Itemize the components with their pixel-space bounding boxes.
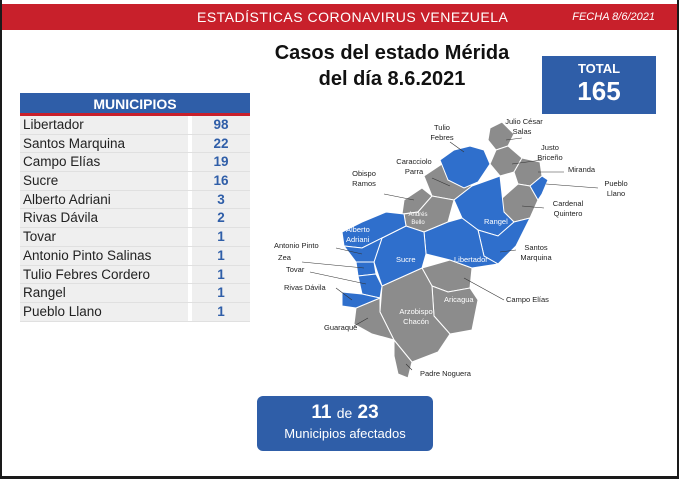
region-julio-cesar-salas [487, 121, 515, 151]
map-label-alberto-1: Alberto [346, 225, 370, 234]
affected-box: 11 de 23 Municipios afectados [257, 396, 433, 451]
map-label-sucre: Sucre [396, 255, 416, 264]
region-libertador [423, 217, 500, 269]
table-row: Antonio Pinto Salinas 1 [20, 246, 250, 266]
region-padre-noguera [393, 338, 413, 379]
map-label-pueblo-1: Pueblo [604, 179, 627, 188]
municipio-count: 1 [192, 284, 250, 302]
region-sucre [373, 225, 427, 287]
municipios-rows: Libertador 98 Santos Marquina 22 Campo Elías… [20, 116, 250, 322]
municipio-count: 98 [192, 116, 250, 134]
municipio-count: 1 [192, 302, 250, 321]
region-rivas-davila [341, 291, 382, 309]
map-label-justo-2: Briceño [537, 153, 562, 162]
table-row: Tovar 1 [20, 228, 250, 247]
page-title-line1: Casos del estado Mérida [274, 42, 510, 64]
municipio-name: Campo Elías [20, 153, 188, 172]
table-row: Campo Elías 19 [20, 153, 250, 173]
municipio-name: Tovar [20, 228, 188, 246]
map-label-santos-2: Marquina [520, 253, 552, 262]
municipio-name: Santos Marquina [20, 134, 188, 153]
table-row: Santos Marquina 22 [20, 134, 250, 154]
header-date: FECHA 8/6/2021 [572, 11, 655, 23]
map-label-justo-1: Justo [541, 143, 559, 152]
map-label-antonio: Antonio Pinto [274, 241, 319, 250]
leader-lines [301, 137, 599, 371]
header-bar: ESTADÍSTICAS CORONAVIRUS VENEZUELA FECHA… [2, 4, 677, 30]
municipios-table: MUNICIPIOS Libertador 98 Santos Marquina 22… [20, 93, 250, 322]
region-pueblo-llano [529, 175, 549, 201]
map-label-arzobispo-2: Chacón [403, 317, 429, 326]
map-label-cardenal-2: Quintero [554, 209, 583, 218]
municipio-count: 1 [192, 228, 250, 246]
map-label-andres-2: Bello [411, 220, 425, 226]
map-label-miranda: Miranda [568, 165, 596, 174]
municipio-name: Tulio Febres Cordero [20, 265, 188, 284]
table-row: Sucre 16 [20, 172, 250, 191]
map-label-libertador: Libertador [454, 255, 488, 264]
total-box: TOTAL 165 [542, 56, 656, 114]
municipio-name: Antonio Pinto Salinas [20, 246, 188, 265]
table-row: Pueblo Llano 1 [20, 302, 250, 322]
map-label-rivas: Rivas Dávila [284, 283, 327, 292]
municipio-count: 1 [192, 246, 250, 265]
municipio-name: Sucre [20, 172, 188, 190]
map-label-julio-1: Julio César [505, 117, 543, 126]
affected-count-line: 11 de 23 [257, 402, 433, 424]
table-row: Libertador 98 [20, 116, 250, 135]
map-label-julio-2: Salas [513, 127, 532, 136]
map-label-caracciolo-2: Parra [405, 167, 424, 176]
affected-de: de [336, 405, 353, 421]
map-label-pueblo-2: Llano [607, 189, 625, 198]
map-label-guaraque: Guaraque [324, 323, 357, 332]
municipios-header: MUNICIPIOS [20, 93, 250, 116]
map-label-campo: Campo Elías [506, 295, 549, 304]
map-label-andres-1: Andrés [408, 212, 427, 218]
map-label-aricagua: Aricagua [444, 295, 474, 304]
municipio-count: 16 [192, 172, 250, 190]
table-row: Rangel 1 [20, 284, 250, 303]
municipio-name: Pueblo Llano [20, 302, 188, 321]
map-label-alberto-2: Adriani [346, 235, 370, 244]
region-tovar [357, 273, 383, 299]
municipio-name: Alberto Adriani [20, 190, 188, 209]
region-antonio-pinto [342, 237, 383, 263]
municipio-name: Rivas Dávila [20, 209, 188, 228]
total-value: 165 [577, 76, 621, 106]
municipio-count: 3 [192, 190, 250, 209]
affected-total: 23 [357, 402, 379, 423]
page-title: Casos del estado Mérida del día 8.6.2021 [242, 40, 542, 92]
table-row: Rivas Dávila 2 [20, 209, 250, 229]
map-label-caracciolo-1: Caracciolo [396, 157, 431, 166]
municipio-count: 1 [192, 265, 250, 284]
municipio-count: 2 [192, 209, 250, 228]
map-label-cardenal-1: Cardenal [553, 199, 584, 208]
map-label-padre: Padre Noguera [420, 369, 472, 378]
table-row: Tulio Febres Cordero 1 [20, 265, 250, 285]
municipio-name: Libertador [20, 116, 188, 134]
municipio-name: Rangel [20, 284, 188, 302]
municipio-count: 22 [192, 134, 250, 153]
map-label-tulio-1: Tulio [434, 123, 450, 132]
map-label-tulio-2: Febres [430, 133, 454, 142]
affected-label: Municipios afectados [284, 426, 406, 441]
map-label-obispo-1: Obispo [352, 169, 376, 178]
table-row: Alberto Adriani 3 [20, 190, 250, 210]
map-label-obispo-2: Ramos [352, 179, 376, 188]
map-label-tovar: Tovar [286, 265, 305, 274]
header-title: ESTADÍSTICAS CORONAVIRUS VENEZUELA [197, 9, 509, 25]
map-label-arzobispo-1: Arzobispo [399, 307, 432, 316]
map-label-santos-1: Santos [524, 243, 548, 252]
frame-edge [677, 0, 679, 479]
map-label-zea: Zea [278, 253, 292, 262]
affected-count: 11 [311, 402, 332, 423]
page-title-line2: del día 8.6.2021 [318, 68, 466, 90]
map-label-rangel: Rangel [484, 217, 508, 226]
total-label: TOTAL [577, 61, 621, 76]
municipio-count: 19 [192, 153, 250, 172]
